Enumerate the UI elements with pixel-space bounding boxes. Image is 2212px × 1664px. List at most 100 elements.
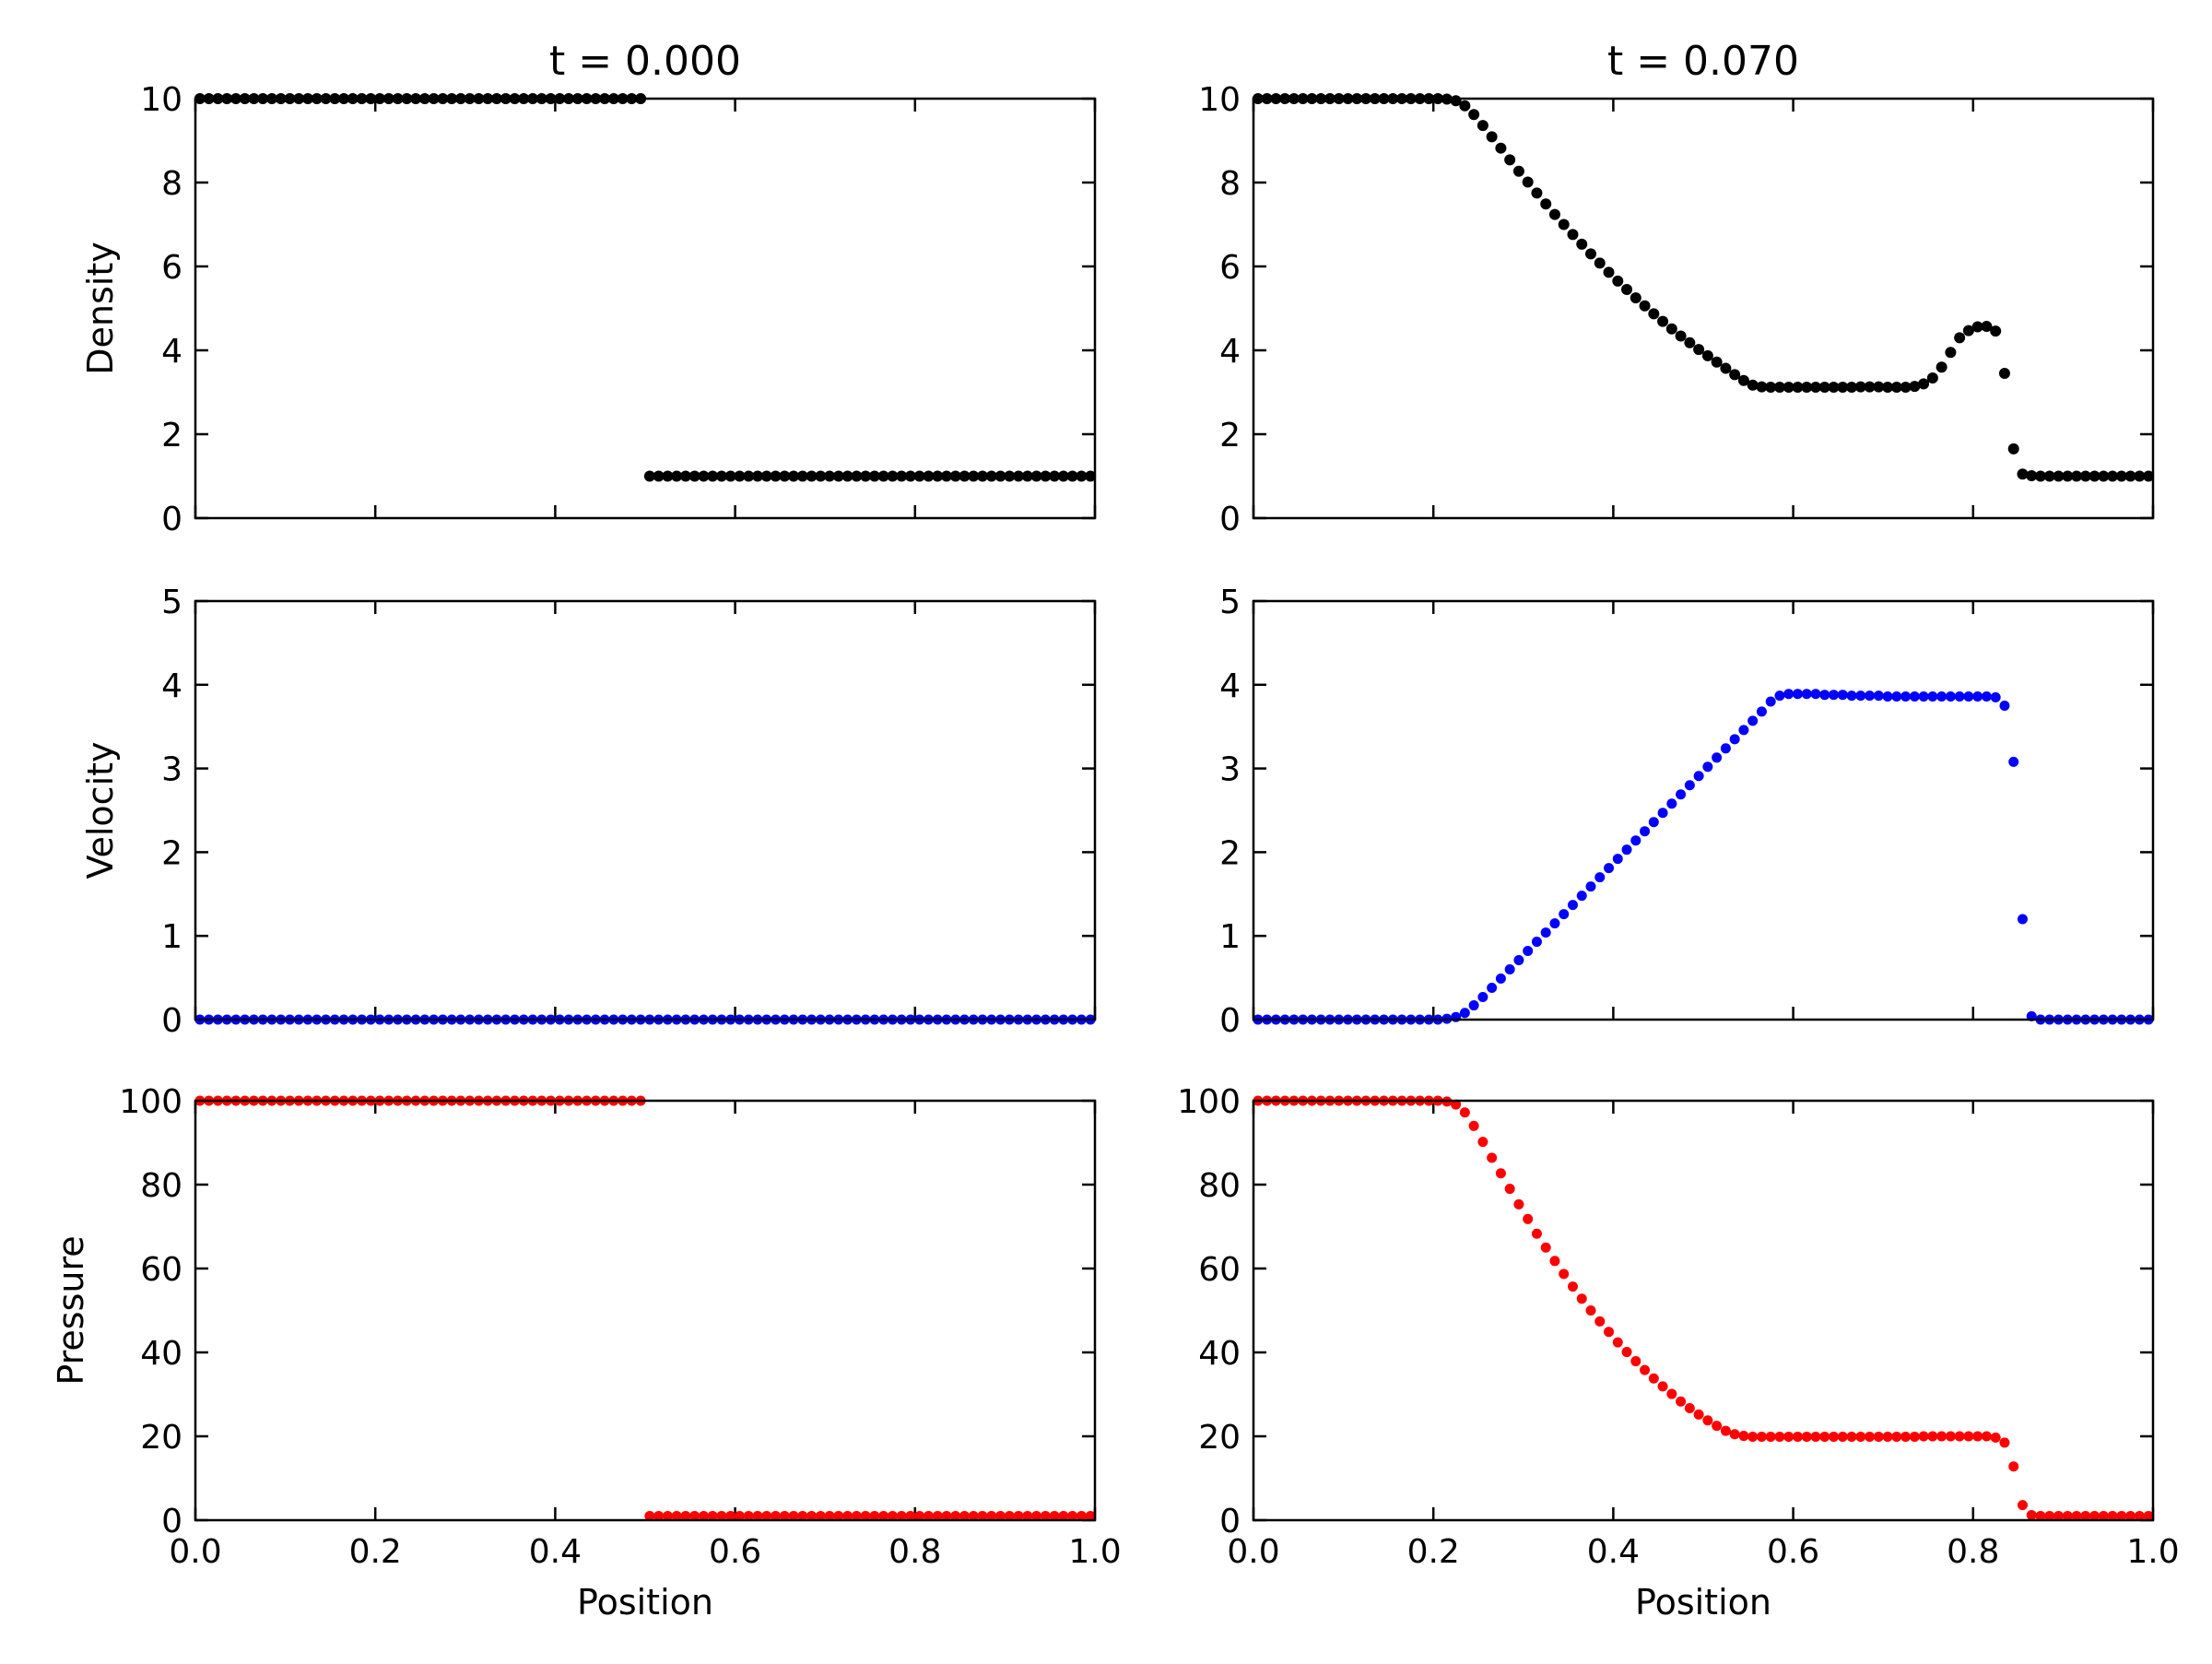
y-tick-label: 20 xyxy=(140,1419,182,1457)
data-point xyxy=(896,1510,907,1521)
data-point xyxy=(932,1510,943,1521)
data-point xyxy=(1701,349,1713,361)
data-point xyxy=(1612,275,1624,287)
data-point xyxy=(887,1510,898,1521)
data-point xyxy=(788,470,800,482)
data-point xyxy=(1693,344,1705,356)
y-axis-label: Pressure xyxy=(51,1235,91,1385)
data-point xyxy=(1477,991,1488,1002)
data-point xyxy=(985,470,997,482)
data-point xyxy=(1837,1431,1848,1442)
data-point xyxy=(1468,1120,1479,1131)
data-point xyxy=(841,470,853,482)
panel-pressure-col1: 0 20 40 60 80 100 0.0 0.2 0.4 0.6 0.8 1.0 Position xyxy=(1177,1083,2179,1623)
axes-frame xyxy=(1252,97,2155,520)
data-point xyxy=(1076,1510,1087,1521)
data-point xyxy=(2008,756,2019,767)
data-point xyxy=(1459,1008,1470,1019)
data-point xyxy=(1927,691,1938,702)
data-point xyxy=(1675,330,1687,342)
data-point xyxy=(1810,689,1821,700)
data-point xyxy=(1657,1381,1668,1392)
column-title: t = 0.070 xyxy=(1607,38,1799,85)
data-point xyxy=(1765,696,1776,707)
data-point xyxy=(887,470,899,482)
data-point xyxy=(1954,691,1965,702)
data-point xyxy=(1022,1510,1033,1521)
data-point xyxy=(905,1510,916,1521)
data-point xyxy=(1540,198,1552,210)
data-point xyxy=(779,470,791,482)
data-point xyxy=(815,1510,826,1521)
data-point xyxy=(1531,187,1543,199)
y-axis-label: Velocity xyxy=(80,741,121,879)
data-point xyxy=(743,1510,754,1521)
data-point xyxy=(1962,325,1974,336)
data-point xyxy=(1792,382,1804,394)
data-point xyxy=(1684,1403,1695,1414)
data-point xyxy=(1998,368,2010,380)
y-tick-label: 80 xyxy=(140,1167,182,1205)
column-title: t = 0.000 xyxy=(549,38,741,85)
data-point xyxy=(2143,1510,2154,1521)
data-point xyxy=(1963,1431,1974,1442)
data-point xyxy=(797,1510,808,1521)
data-point xyxy=(1829,690,1840,701)
data-point xyxy=(832,470,844,482)
data-point xyxy=(1031,1510,1042,1521)
data-point xyxy=(698,470,710,482)
y-tick-label: 4 xyxy=(1219,667,1241,705)
data-point xyxy=(923,470,935,482)
data-point xyxy=(2035,470,2046,482)
data-point xyxy=(1801,1431,1812,1442)
data-point xyxy=(1873,690,1884,702)
data-point xyxy=(1712,1421,1723,1432)
axes-frame xyxy=(194,599,1097,1021)
data-point xyxy=(869,1510,880,1521)
data-point xyxy=(2124,470,2136,482)
y-tick-label: 4 xyxy=(161,333,182,371)
data-point xyxy=(1648,308,1660,320)
data-point xyxy=(2062,470,2074,482)
data-point xyxy=(1702,761,1713,773)
x-tick-label: 0.8 xyxy=(1947,1533,1999,1571)
data-point xyxy=(1828,382,1840,394)
y-tick-label: 60 xyxy=(1198,1251,1241,1289)
data-point xyxy=(1865,1431,1876,1442)
x-tick-label: 0.4 xyxy=(529,1533,582,1571)
data-point xyxy=(1451,1099,1462,1110)
data-point xyxy=(1504,154,1516,166)
data-point xyxy=(1963,691,1974,702)
data-point xyxy=(2089,1510,2100,1521)
data-point xyxy=(644,1510,655,1521)
data-point xyxy=(1487,1152,1498,1163)
data-point xyxy=(1468,109,1480,121)
y-tick-label: 0 xyxy=(161,1503,182,1540)
y-tick-label: 4 xyxy=(161,667,182,705)
data-point xyxy=(833,1510,844,1521)
data-point xyxy=(2088,470,2100,482)
panel-pressure-col0: Pressure 0 20 40 60 80 100 0.0 0.2 0.4 0.6 0.8 1.0 Po… xyxy=(51,1083,1122,1623)
data-point xyxy=(1918,1431,1929,1442)
x-tick-label: 0.2 xyxy=(1407,1533,1460,1571)
data-point xyxy=(1837,690,1848,701)
data-point xyxy=(913,470,925,482)
data-point xyxy=(2098,1510,2109,1521)
y-tick-label: 0 xyxy=(161,1002,182,1040)
data-point xyxy=(842,1510,853,1521)
data-point xyxy=(1477,1137,1488,1148)
data-point xyxy=(653,470,665,482)
data-point xyxy=(643,470,655,482)
y-tick-label: 6 xyxy=(161,249,182,287)
data-point xyxy=(1971,321,1983,333)
data-point xyxy=(896,470,908,482)
data-point xyxy=(1559,909,1570,920)
data-point xyxy=(1640,1364,1651,1375)
data-point xyxy=(1773,382,1785,394)
data-point xyxy=(1854,381,1866,393)
axes-frame xyxy=(1252,1099,2155,1522)
series-velocity xyxy=(1253,689,2154,1025)
data-point xyxy=(1756,706,1767,717)
data-point xyxy=(1945,691,1956,702)
data-point xyxy=(1495,974,1506,985)
